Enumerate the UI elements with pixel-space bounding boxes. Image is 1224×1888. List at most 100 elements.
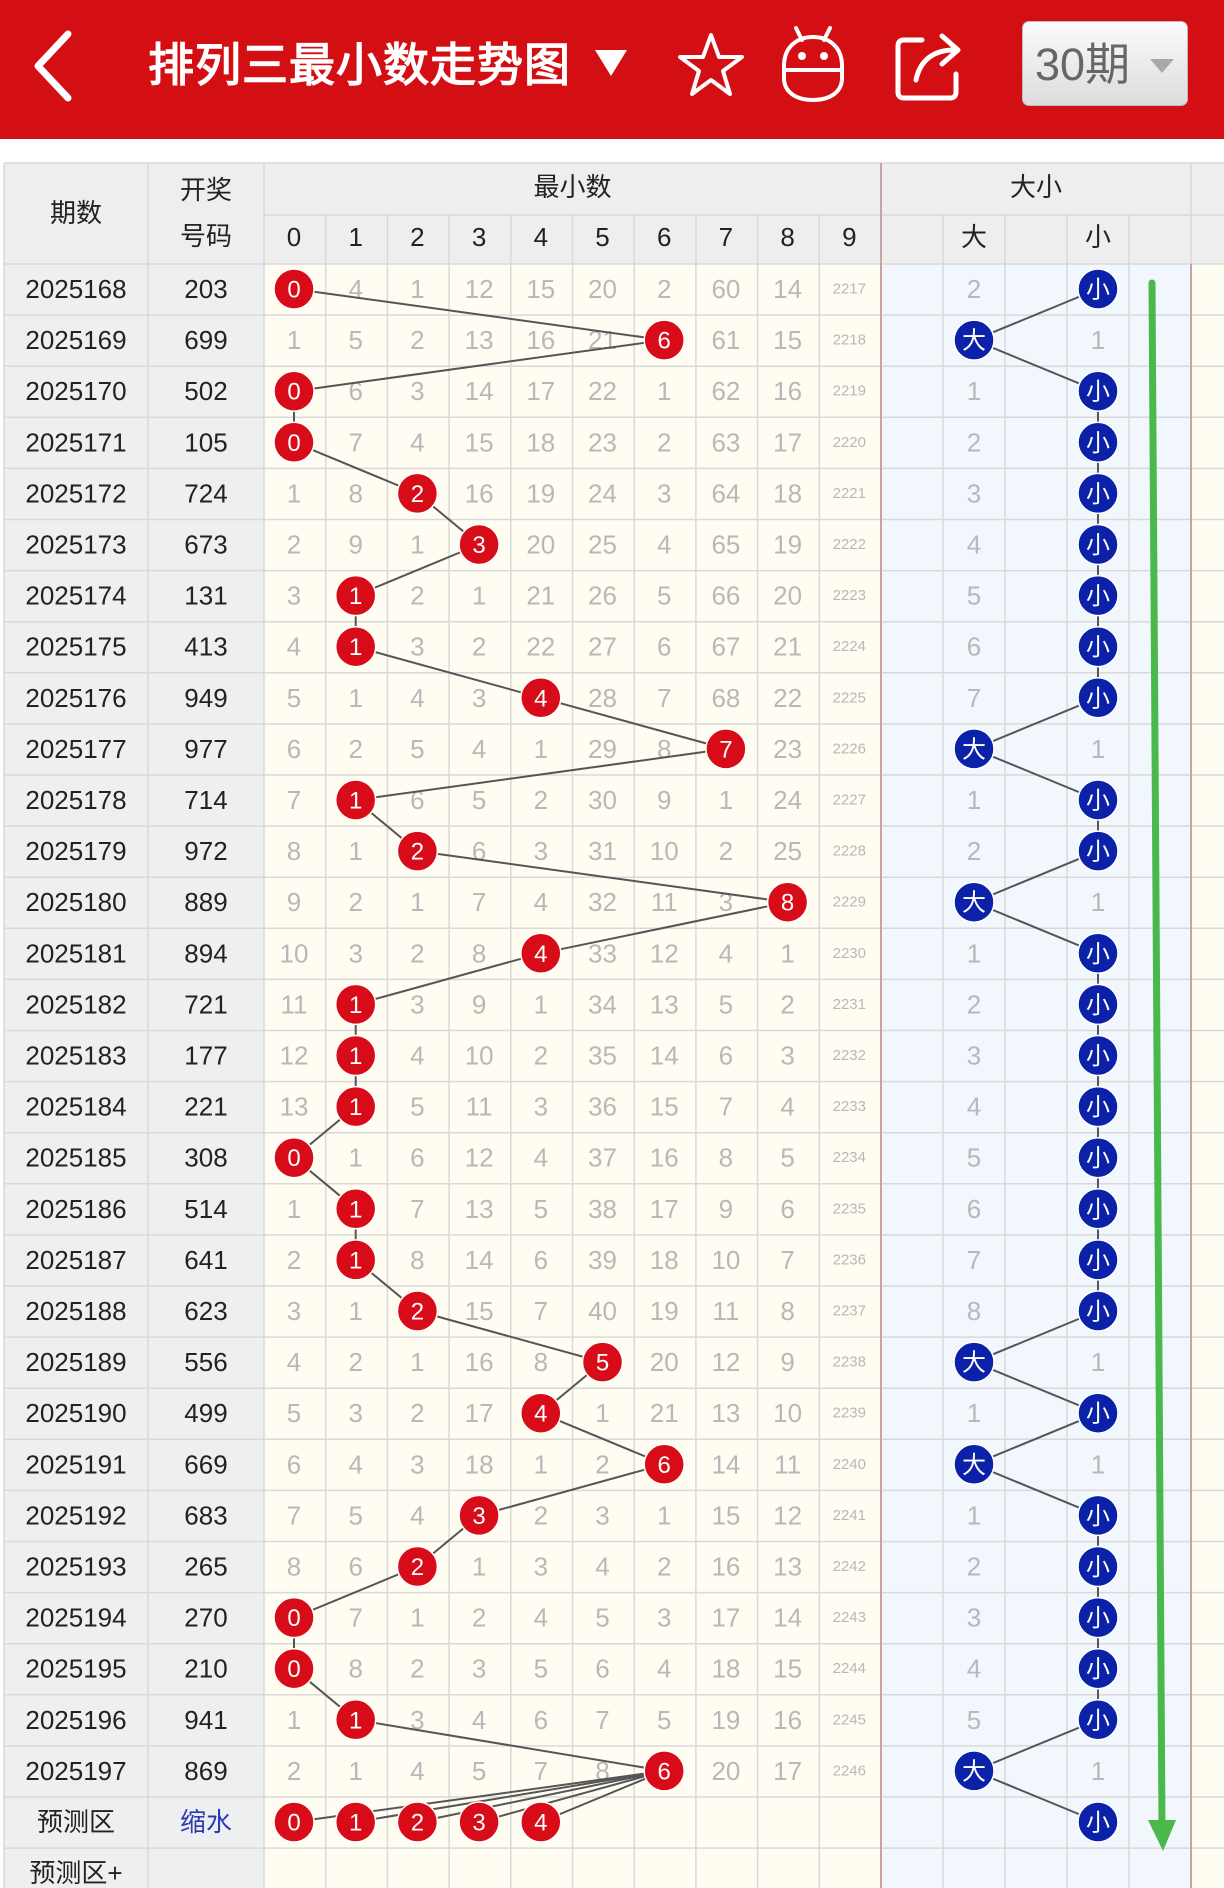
missing-count-cell: 8	[472, 938, 486, 968]
missing-count-cell: 2226	[833, 740, 866, 757]
missing-count-cell: 1	[595, 1398, 609, 1428]
missing-count-cell: 11	[466, 1092, 493, 1122]
forecast-ball-circle[interactable]	[520, 1801, 562, 1843]
missing-count-cell: 5	[287, 1398, 301, 1428]
right-area-bg	[1191, 264, 1224, 1888]
missing-count-cell: 10	[711, 1245, 740, 1275]
missing-count-cell: 3	[410, 1705, 424, 1735]
forecast-size-ball[interactable]: 小	[1086, 1810, 1110, 1837]
missing-count-cell: 1	[348, 836, 362, 866]
trend-segment	[478, 1463, 665, 1517]
missing-count-cell: 1	[410, 530, 424, 560]
forecast-ball-circle[interactable]	[273, 1801, 315, 1843]
missing-count-cell: 5	[657, 1705, 671, 1735]
forecast-ball-circle[interactable]	[396, 1801, 439, 1843]
missing-count-cell: 3	[287, 1296, 301, 1326]
missing-count-cell: 1	[287, 478, 301, 508]
missing-count-cell: 18	[650, 1245, 679, 1275]
draw-number-cell: 721	[184, 989, 227, 1019]
draw-number-cell: 514	[184, 1194, 227, 1224]
missing-count-cell: 35	[588, 1041, 617, 1071]
missing-count-cell: 15	[773, 1654, 802, 1684]
forecast-size-ball-circle[interactable]	[1077, 1801, 1119, 1843]
missing-count-cell: 4	[657, 1654, 671, 1684]
period-cell: 2025183	[25, 1041, 126, 1071]
missing-count-cell: 20	[526, 530, 555, 560]
missing-count-cell: 9	[348, 530, 362, 560]
size-missing-cell: 7	[967, 683, 981, 713]
missing-count-cell: 5	[287, 683, 301, 713]
missing-count-cell: 23	[588, 427, 617, 457]
missing-count-cell: 14	[711, 1449, 740, 1479]
forecast-ball[interactable]: 3	[472, 1810, 485, 1837]
missing-count-cell: 39	[588, 1245, 617, 1275]
missing-count-cell: 2236	[833, 1251, 866, 1268]
missing-count-cell: 13	[650, 989, 679, 1019]
share-icon[interactable]	[892, 28, 968, 104]
missing-count-cell: 6	[719, 1041, 733, 1071]
period-cell: 2025192	[25, 1500, 126, 1530]
forecast-ball-circle[interactable]	[334, 1801, 377, 1843]
period-cell: 2025193	[25, 1552, 126, 1582]
forecast-ball[interactable]: 0	[287, 1810, 300, 1837]
missing-count-cell: 26	[588, 581, 617, 611]
missing-count-cell: 22	[773, 683, 802, 713]
header-min-col-7: 7	[719, 222, 733, 252]
min-number-ball-circle	[520, 677, 562, 719]
missing-count-cell: 6	[410, 1143, 424, 1173]
size-ball-circle	[1077, 370, 1119, 412]
missing-count-cell: 8	[287, 836, 301, 866]
forecast-segment	[540, 1769, 665, 1823]
period-cell: 2025179	[25, 836, 126, 866]
trend-segment	[355, 1718, 665, 1772]
back-arrow-icon[interactable]	[28, 28, 80, 104]
min-number-ball-circle	[273, 370, 315, 412]
missing-count-cell: 32	[588, 887, 617, 917]
shrink-link[interactable]: 缩水	[180, 1807, 232, 1837]
missing-count-cell: 2	[719, 836, 733, 866]
min-number-ball-circle	[643, 1443, 685, 1486]
draw-number-cell: 623	[184, 1296, 227, 1326]
robot-assistant-icon[interactable]	[778, 24, 848, 104]
missing-count-cell: 7	[534, 1296, 548, 1326]
missing-count-cell: 25	[773, 836, 802, 866]
period-cell: 2025174	[25, 581, 126, 611]
header-min-col-5: 5	[595, 222, 609, 252]
forecast-ball[interactable]: 2	[411, 1810, 424, 1837]
size-ball-circle	[1077, 421, 1119, 464]
missing-count-cell: 20	[711, 1756, 740, 1786]
missing-count-cell: 4	[472, 734, 486, 764]
period-select[interactable]: 30期	[1022, 21, 1188, 106]
caret-down-icon[interactable]	[591, 46, 631, 80]
missing-count-cell: 2227	[833, 792, 866, 809]
missing-count-cell: 2225	[833, 689, 866, 706]
size-missing-cell: 5	[967, 1143, 981, 1173]
forecast-ball[interactable]: 1	[349, 1810, 362, 1837]
missing-count-cell: 18	[465, 1449, 494, 1479]
size-ball: 小	[1086, 1094, 1110, 1121]
size-trend-segment	[973, 1463, 1099, 1517]
min-number-ball-circle	[273, 268, 315, 310]
min-number-ball: 0	[287, 379, 300, 406]
min-number-ball: 2	[411, 481, 424, 508]
min-number-ball-circle	[458, 523, 500, 566]
min-number-ball: 6	[658, 328, 671, 355]
missing-count-cell: 2218	[833, 332, 866, 349]
missing-count-cell: 4	[472, 1705, 486, 1735]
missing-count-cell: 7	[595, 1705, 609, 1735]
page-title[interactable]: 排列三最小数走势图	[148, 39, 571, 91]
favorite-star-icon[interactable]	[676, 30, 746, 100]
forecast-ball-circle[interactable]	[458, 1801, 500, 1843]
missing-count-cell: 2224	[833, 638, 866, 655]
min-number-ball: 1	[349, 992, 362, 1019]
size-trend-segment	[973, 1412, 1099, 1466]
size-ball: 小	[1086, 788, 1110, 815]
missing-count-cell: 62	[711, 376, 740, 406]
forecast-ball[interactable]: 4	[534, 1810, 547, 1837]
missing-count-cell: 68	[711, 683, 740, 713]
missing-count-cell: 1	[534, 734, 548, 764]
period-cell: 2025189	[25, 1347, 126, 1377]
missing-count-cell: 2	[410, 1398, 424, 1428]
missing-count-cell: 60	[711, 274, 740, 304]
missing-count-cell: 1	[657, 1500, 671, 1530]
